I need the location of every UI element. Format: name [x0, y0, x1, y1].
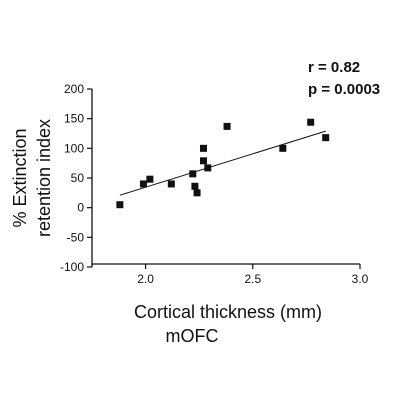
- y-axis: 200 150 100 50 0 -50 -100: [60, 82, 93, 274]
- x-axis-title: Cortical thickness (mm): [134, 302, 322, 322]
- y-axis-title-line: % Extinction: [10, 128, 30, 227]
- data-point: [193, 189, 201, 197]
- data-point: [146, 175, 154, 183]
- y-tick-label: 100: [64, 141, 84, 155]
- y-tick-label: 0: [77, 201, 84, 215]
- y-tick-label: 200: [64, 82, 84, 96]
- data-point: [322, 134, 330, 142]
- regression-line: [119, 130, 326, 196]
- data-point: [223, 122, 231, 130]
- y-tick-label: -50: [67, 230, 85, 244]
- x-tick-label: 2.0: [137, 272, 154, 286]
- plot-area: [116, 118, 330, 209]
- p-value-annotation: p = 0.0003: [308, 81, 380, 98]
- data-point: [307, 118, 315, 126]
- x-axis-subtitle: mOFC: [166, 326, 219, 346]
- x-axis: 2.0 2.5 3.0: [92, 263, 369, 286]
- data-point: [189, 170, 197, 178]
- x-tick-label: 3.0: [352, 272, 369, 286]
- y-tick-label: 150: [64, 112, 84, 126]
- y-tick-label: 50: [71, 171, 85, 185]
- x-tick-label: 2.5: [244, 272, 261, 286]
- data-point: [204, 164, 212, 172]
- data-point: [279, 144, 287, 152]
- data-point: [167, 180, 175, 188]
- y-tick-label: -100: [60, 260, 84, 274]
- data-point: [139, 180, 147, 188]
- y-axis-title-line: retention index: [34, 119, 54, 237]
- correlation-r-annotation: r = 0.82: [308, 59, 360, 76]
- y-axis-title: % Extinction retention index: [10, 119, 54, 237]
- data-point: [116, 201, 124, 209]
- data-point: [191, 182, 199, 190]
- data-point: [199, 144, 207, 152]
- data-point: [199, 157, 207, 165]
